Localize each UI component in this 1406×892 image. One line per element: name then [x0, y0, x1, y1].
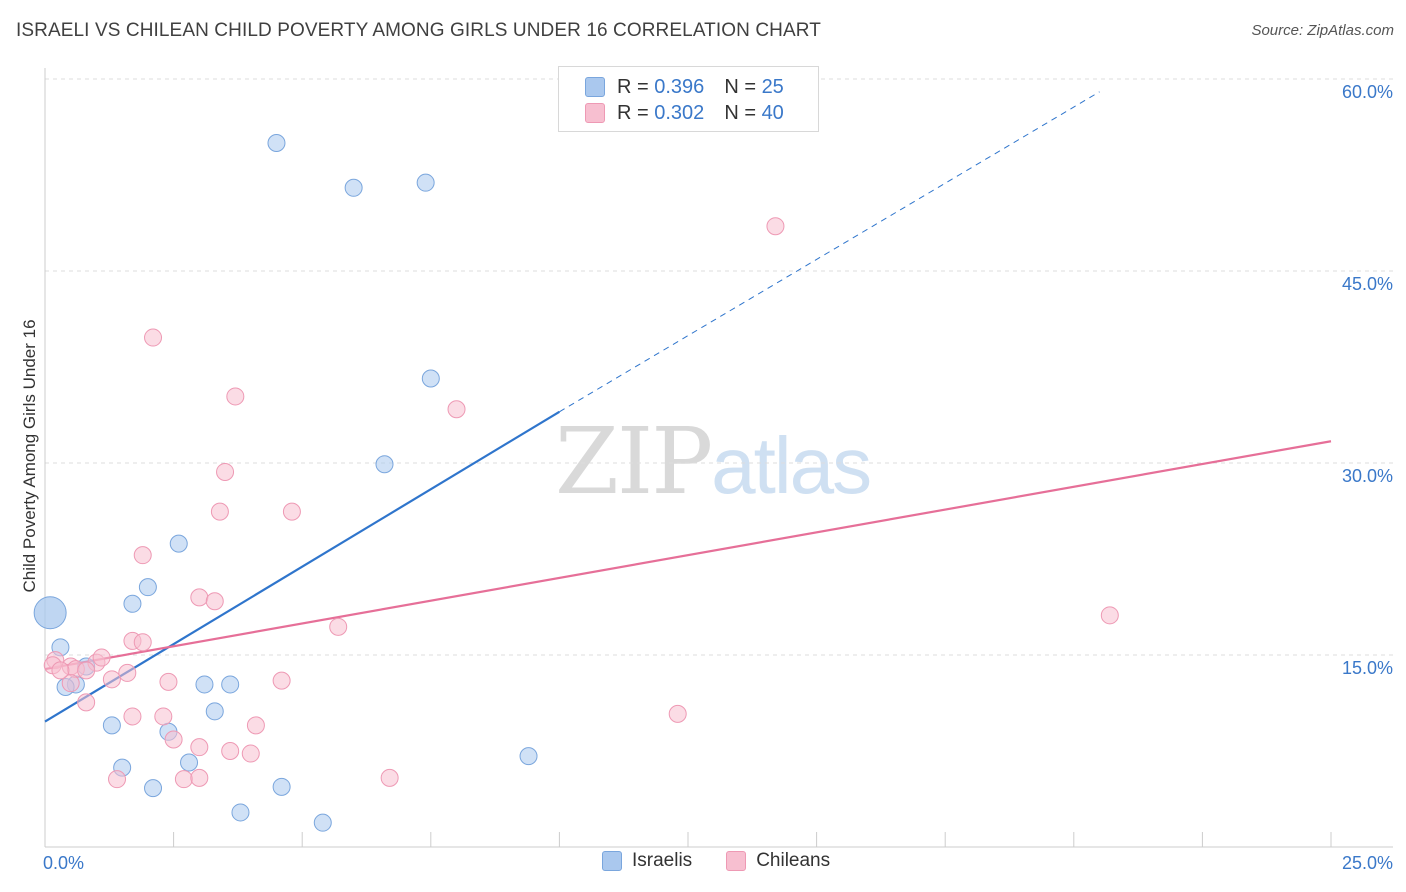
- point-chileans: [205, 592, 224, 611]
- x-tick-label: 0.0%: [43, 853, 84, 873]
- n-label: N =: [724, 75, 756, 98]
- point-israelis: [123, 594, 142, 613]
- r-label: R =: [617, 75, 649, 98]
- point-chileans: [92, 648, 111, 667]
- n-value: 40: [761, 101, 784, 124]
- x-tick-label: 25.0%: [1342, 853, 1393, 873]
- trend-extension-israelis: [559, 91, 1100, 413]
- correlation-legend: R = 0.396 N = 25 R = 0.302 N = 40: [558, 66, 819, 132]
- point-israelis: [421, 369, 440, 388]
- point-israelis: [267, 134, 286, 152]
- legend-row-israelis: R = 0.396 N = 25: [585, 74, 784, 100]
- r-value: 0.396: [654, 75, 705, 98]
- point-israelis: [313, 813, 332, 832]
- point-israelis: [195, 675, 214, 694]
- point-israelis: [231, 803, 250, 822]
- point-chileans: [164, 730, 183, 749]
- y-tick-label: 45.0%: [1342, 274, 1393, 294]
- legend-item-chileans: Chileans: [726, 850, 830, 872]
- point-israelis: [138, 578, 157, 597]
- israelis-swatch: [602, 851, 622, 871]
- point-chileans: [190, 738, 209, 757]
- watermark-atlas: atlas: [711, 421, 872, 510]
- point-israelis: [144, 779, 163, 798]
- point-chileans: [102, 670, 121, 689]
- grid-lines: [45, 78, 1393, 656]
- source-credit: Source: ZipAtlas.com: [1251, 22, 1394, 39]
- point-chileans: [380, 768, 399, 787]
- point-israelis: [205, 702, 224, 721]
- y-tick-label: 15.0%: [1342, 658, 1393, 678]
- point-israelis: [272, 777, 291, 796]
- point-israelis: [221, 675, 240, 694]
- point-chileans: [447, 400, 466, 419]
- y-tick-label: 60.0%: [1342, 82, 1393, 102]
- point-chileans: [118, 663, 137, 682]
- point-chileans: [159, 672, 178, 691]
- point-chileans: [61, 674, 80, 693]
- trend-line-chileans: [44, 440, 1332, 671]
- series-legend: Israelis Chileans: [602, 850, 864, 872]
- n-label: N =: [724, 101, 756, 124]
- point-chileans: [226, 387, 245, 406]
- point-chileans: [766, 217, 785, 236]
- tick-labels: 15.0% 30.0% 45.0% 60.0% 0.0% 25.0%: [43, 82, 1393, 873]
- trend-lines: [44, 91, 1332, 723]
- n-value: 25: [761, 75, 784, 98]
- r-label: R =: [617, 101, 649, 124]
- point-israelis: [169, 534, 188, 553]
- legend-item-israelis: Israelis: [602, 850, 692, 872]
- point-chileans: [272, 671, 291, 690]
- chileans-swatch: [585, 103, 605, 123]
- point-israelis: [375, 455, 394, 474]
- point-chileans: [190, 588, 209, 607]
- point-chileans: [133, 633, 152, 652]
- point-israelis: [102, 716, 121, 735]
- legend-label-chileans: Chileans: [756, 850, 831, 871]
- legend-row-chileans: R = 0.302 N = 40: [585, 100, 784, 126]
- watermark: ZIPatlas: [555, 408, 872, 515]
- point-chileans: [190, 768, 209, 787]
- point-chileans: [282, 502, 301, 521]
- point-chileans: [174, 770, 193, 789]
- data-points: [33, 134, 1119, 832]
- israelis-swatch: [585, 77, 605, 97]
- r-value: 0.302: [654, 101, 705, 124]
- point-chileans: [216, 462, 235, 481]
- point-chileans: [329, 617, 348, 636]
- chart-title: ISRAELI VS CHILEAN CHILD POVERTY AMONG G…: [16, 20, 821, 41]
- point-chileans: [210, 502, 229, 521]
- point-israelis: [344, 178, 363, 197]
- watermark-zip: ZIP: [555, 408, 713, 515]
- point-chileans: [133, 546, 152, 565]
- point-chileans: [123, 707, 142, 726]
- point-chileans: [144, 328, 163, 347]
- point-chileans: [668, 704, 687, 723]
- point-chileans: [108, 770, 127, 789]
- point-chileans: [51, 661, 70, 680]
- point-israelis: [33, 596, 67, 630]
- point-chileans: [77, 693, 96, 712]
- point-chileans: [77, 661, 96, 680]
- point-israelis: [519, 747, 538, 766]
- point-chileans: [221, 742, 240, 760]
- point-chileans: [1100, 606, 1119, 625]
- legend-label-israelis: Israelis: [632, 850, 693, 871]
- y-tick-label: 30.0%: [1342, 466, 1393, 486]
- axes: [44, 68, 1393, 848]
- point-chileans: [154, 707, 173, 726]
- point-chileans: [246, 716, 265, 735]
- point-chileans: [241, 744, 260, 763]
- point-israelis: [416, 173, 435, 192]
- point-israelis: [180, 753, 199, 772]
- chileans-swatch: [726, 851, 747, 871]
